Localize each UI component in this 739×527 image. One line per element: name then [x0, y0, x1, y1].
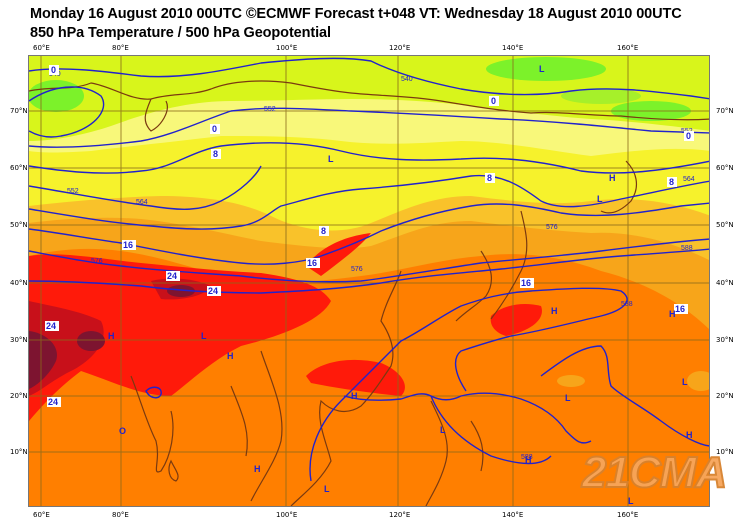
svg-text:H: H: [686, 430, 693, 440]
lon-label-top-140e: 140°E: [502, 44, 524, 52]
svg-text:L: L: [440, 425, 446, 435]
svg-text:L: L: [201, 331, 207, 341]
temperature-fill: [29, 56, 709, 506]
lat-label-left-70n: 70°N: [10, 107, 28, 115]
svg-text:16: 16: [521, 278, 531, 288]
chart-title-line1: Monday 16 August 2010 00UTC ©ECMWF Forec…: [30, 6, 682, 22]
lat-label-right-30n: 30°N: [716, 336, 734, 344]
lon-label-bottom-160e: 160°E: [617, 511, 639, 519]
watermark-21cma: 21CMA: [581, 447, 728, 498]
svg-text:0: 0: [51, 65, 56, 75]
svg-text:L: L: [328, 154, 334, 164]
svg-text:16: 16: [307, 258, 317, 268]
lat-label-left-20n: 20°N: [10, 392, 28, 400]
svg-text:588: 588: [681, 245, 693, 252]
pressure-centers: L L H L L H H H H H L H L L L H H L O: [108, 64, 693, 506]
svg-text:L: L: [539, 64, 545, 74]
svg-text:0: 0: [686, 131, 691, 141]
svg-text:H: H: [351, 391, 358, 401]
svg-text:L: L: [628, 496, 634, 506]
svg-text:L: L: [597, 194, 603, 204]
svg-text:H: H: [551, 306, 558, 316]
lon-label-top-160e: 160°E: [617, 44, 639, 52]
geopotential-contours: [29, 57, 709, 482]
lat-label-right-20n: 20°N: [716, 392, 734, 400]
svg-text:O: O: [119, 426, 126, 436]
svg-text:588: 588: [621, 301, 633, 308]
lon-label-top-120e: 120°E: [389, 44, 411, 52]
lat-label-right-50n: 50°N: [716, 221, 734, 229]
svg-text:24: 24: [208, 286, 218, 296]
svg-text:552: 552: [264, 106, 276, 113]
svg-text:8: 8: [321, 226, 326, 236]
graticule: [29, 56, 709, 506]
svg-text:588: 588: [521, 454, 533, 461]
lon-label-top-60e: 60°E: [33, 44, 50, 52]
forecast-map: 540 540 552 552 552 564 564 576 576 576 …: [28, 55, 710, 507]
svg-text:H: H: [254, 464, 261, 474]
svg-text:0: 0: [491, 96, 496, 106]
svg-text:H: H: [609, 173, 616, 183]
svg-text:576: 576: [546, 224, 558, 231]
svg-text:576: 576: [91, 258, 103, 265]
svg-text:564: 564: [683, 176, 695, 183]
svg-text:L: L: [324, 484, 330, 494]
svg-text:H: H: [227, 351, 234, 361]
lon-label-bottom-80e: 80°E: [112, 511, 129, 519]
lat-label-left-50n: 50°N: [10, 221, 28, 229]
svg-text:8: 8: [487, 173, 492, 183]
lon-label-bottom-60e: 60°E: [33, 511, 50, 519]
lat-label-right-40n: 40°N: [716, 279, 734, 287]
svg-text:552: 552: [67, 188, 79, 195]
svg-text:0: 0: [212, 124, 217, 134]
lat-label-left-10n: 10°N: [10, 448, 28, 456]
chart-title-line2: 850 hPa Temperature / 500 hPa Geopotenti…: [30, 25, 331, 41]
lat-label-right-60n: 60°N: [716, 164, 734, 172]
lon-label-bottom-100e: 100°E: [276, 511, 298, 519]
svg-text:L: L: [682, 377, 688, 387]
svg-text:16: 16: [123, 240, 133, 250]
lat-label-left-60n: 60°N: [10, 164, 28, 172]
svg-text:24: 24: [48, 397, 58, 407]
svg-text:H: H: [525, 455, 532, 465]
temperature-labels: 0 0 0 0 8 8 8 8 16 16 16 16 24 24 24 24: [45, 65, 694, 407]
lat-label-left-30n: 30°N: [10, 336, 28, 344]
coastlines: [29, 80, 709, 506]
lon-label-top-100e: 100°E: [276, 44, 298, 52]
svg-text:24: 24: [167, 271, 177, 281]
svg-text:H: H: [669, 309, 676, 319]
svg-text:L: L: [565, 393, 571, 403]
svg-text:8: 8: [669, 177, 674, 187]
lon-label-top-80e: 80°E: [112, 44, 129, 52]
svg-text:16: 16: [675, 304, 685, 314]
svg-text:24: 24: [46, 321, 56, 331]
lat-label-right-70n: 70°N: [716, 107, 734, 115]
svg-text:576: 576: [351, 266, 363, 273]
lat-label-right-10n: 10°N: [716, 448, 734, 456]
map-canvas: 540 540 552 552 552 564 564 576 576 576 …: [29, 56, 709, 506]
svg-text:H: H: [108, 331, 115, 341]
svg-text:540: 540: [401, 76, 413, 83]
lon-label-bottom-120e: 120°E: [389, 511, 411, 519]
svg-text:8: 8: [213, 149, 218, 159]
lat-label-left-40n: 40°N: [10, 279, 28, 287]
svg-text:564: 564: [136, 199, 148, 206]
lon-label-bottom-140e: 140°E: [502, 511, 524, 519]
